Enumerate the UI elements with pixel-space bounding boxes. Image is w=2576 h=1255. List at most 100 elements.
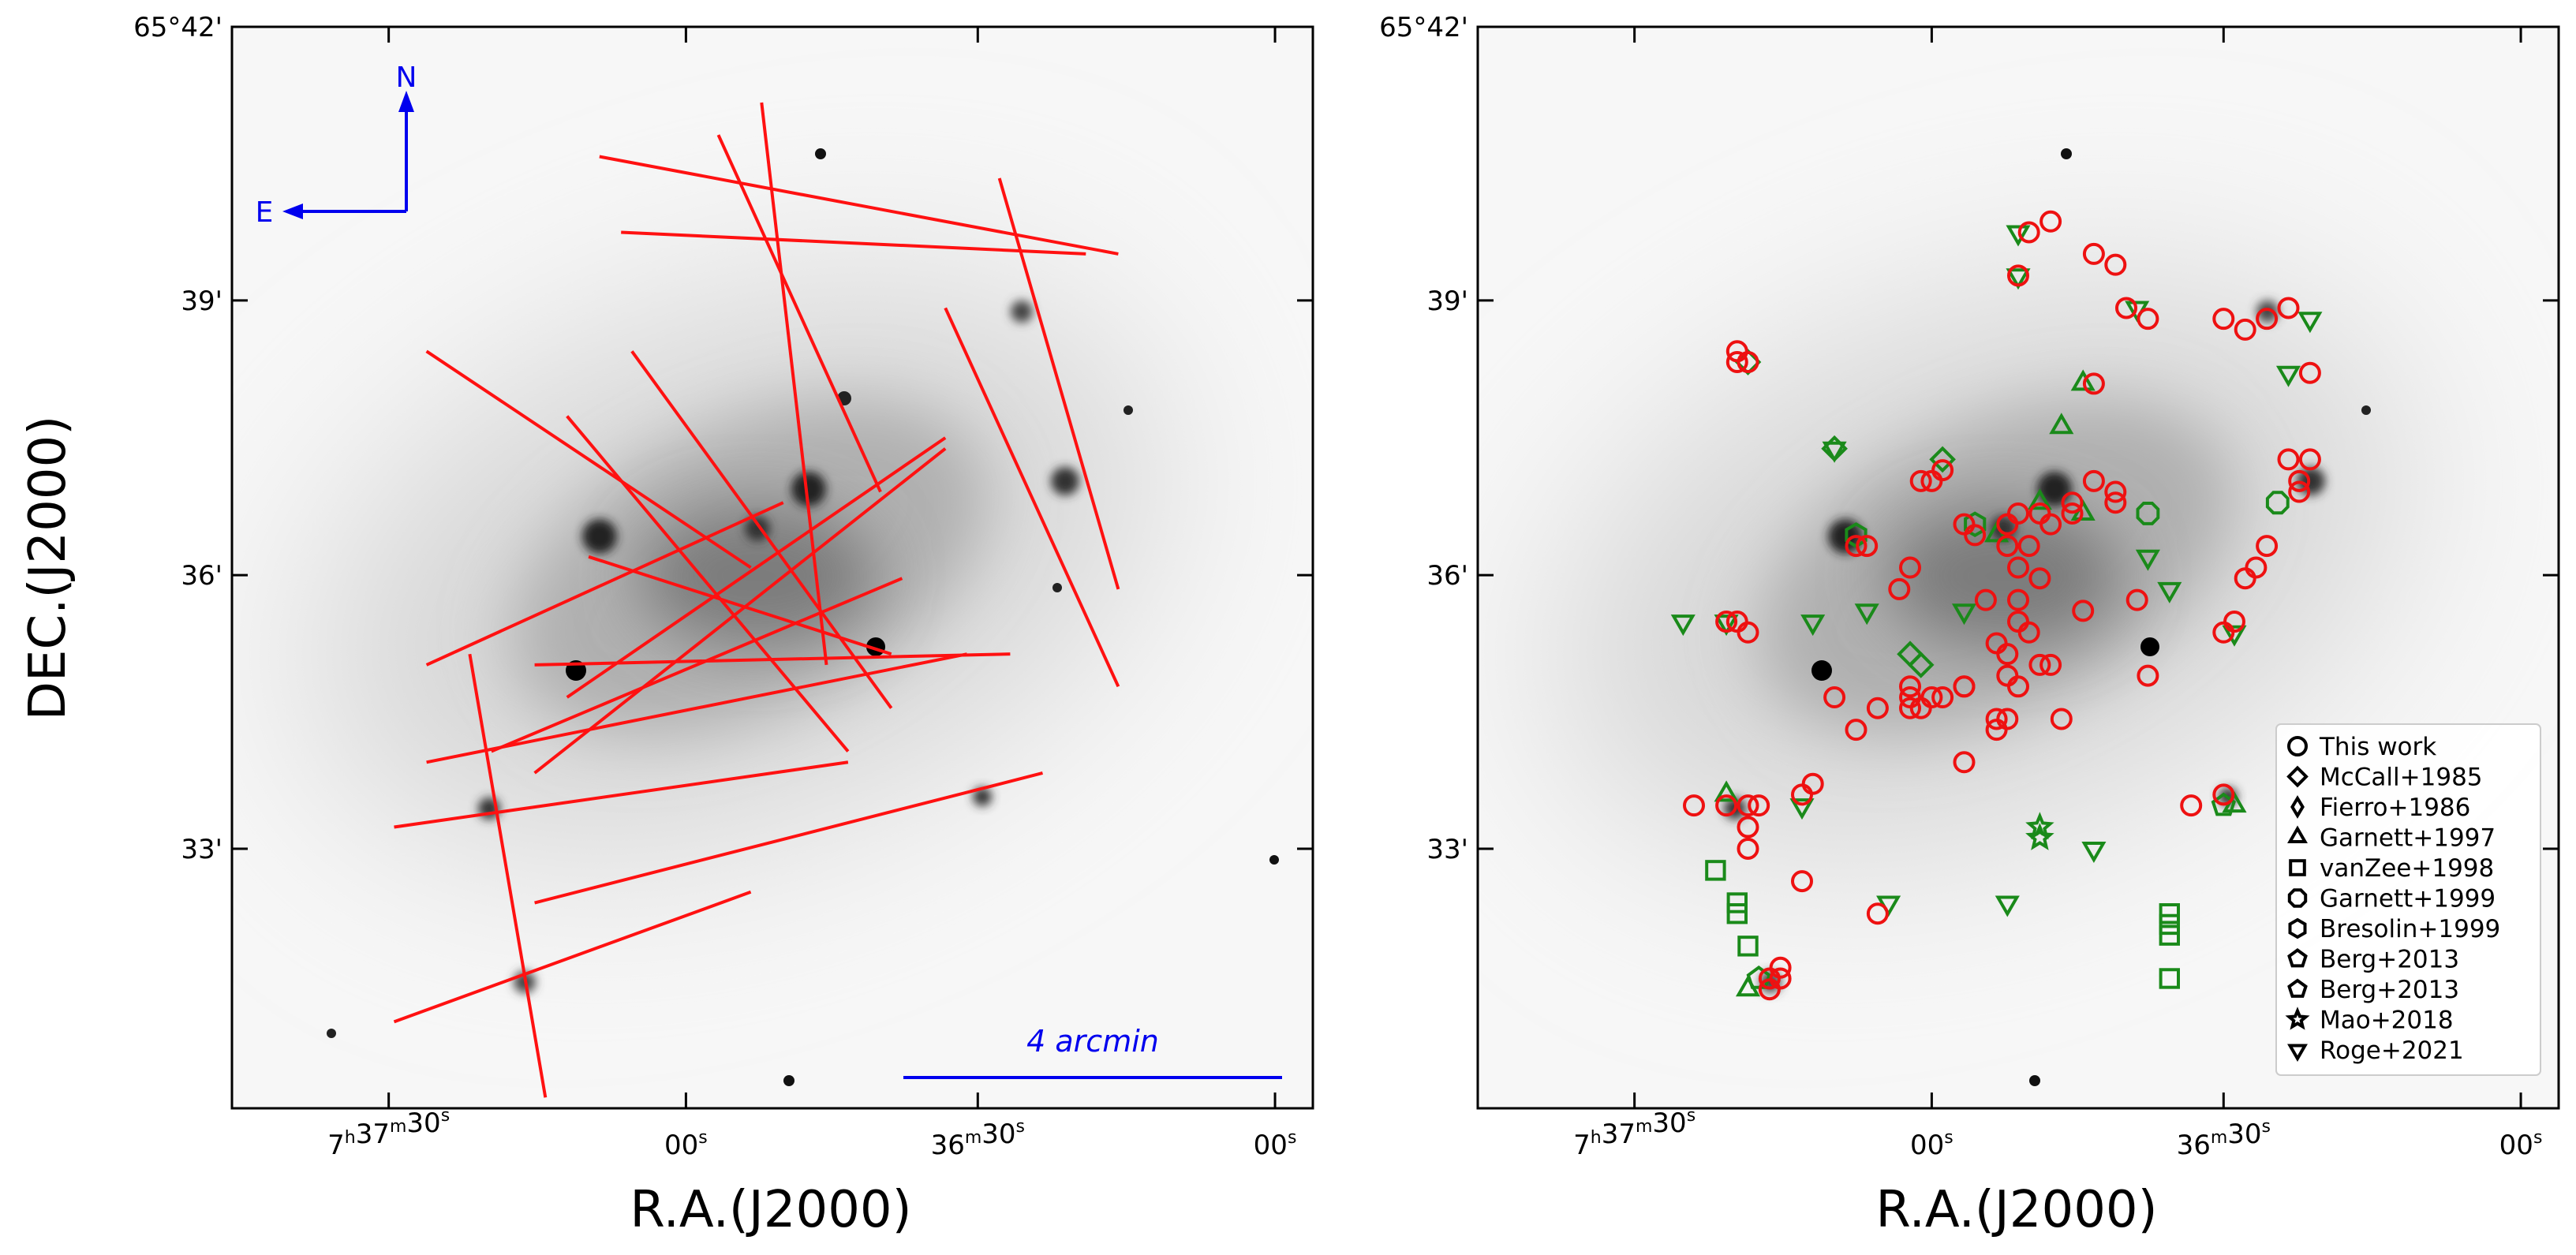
legend-label-3: Garnett+1997 [2320, 824, 2496, 853]
this-work-marker-16 [2256, 535, 2279, 558]
this-work-marker-29 [1996, 535, 2019, 558]
this-work-marker-74 [1737, 621, 1759, 644]
this-work-marker-67 [2212, 621, 2235, 644]
slit-8 [566, 415, 850, 753]
legend-label-9: Mao+2018 [2320, 1007, 2454, 1035]
this-work-marker-82 [1953, 751, 1976, 774]
legend-marker-6 [2288, 917, 2307, 939]
this-work-marker-68 [1715, 611, 1738, 633]
scale-bar-label: 4 arcmin [1026, 1024, 1159, 1059]
slit-7 [630, 350, 893, 709]
literature-marker-1 [2006, 268, 2031, 290]
this-work-marker-71 [1823, 686, 1846, 709]
literature-marker-8 [1670, 614, 1696, 637]
right-panel: This workMcCall+1985Fierro+1986Garnett+1… [1476, 25, 2560, 1110]
slit-16 [394, 760, 849, 829]
this-work-marker-40 [1888, 577, 1911, 600]
legend-marker-5 [2287, 888, 2308, 908]
literature-marker-17 [2222, 625, 2247, 647]
left-plot-frame [230, 25, 1314, 1110]
this-work-marker-85 [1791, 870, 1813, 893]
this-work-marker-20 [2104, 480, 2127, 503]
this-work-marker-21 [2104, 491, 2127, 514]
compass: N E [256, 62, 417, 229]
literature-marker-10 [1800, 614, 1826, 637]
this-work-marker-86 [1866, 902, 1889, 925]
legend-label-6: Bresolin+1999 [2320, 915, 2500, 943]
literature-marker-23 [2049, 413, 2074, 435]
legend-label-7: Berg+2013 [2320, 946, 2459, 974]
right-dec-tick-label-2: 36' [1426, 560, 1468, 592]
slit-6 [599, 155, 1119, 256]
literature-marker-39 [2265, 491, 2290, 515]
this-work-marker-0 [2039, 210, 2062, 233]
this-work-marker-66 [2234, 567, 2256, 590]
this-work-marker-91 [1725, 351, 1748, 374]
right-ra-tick-label-2: 36m30s [2177, 1117, 2271, 1161]
literature-marker-33 [1726, 903, 1748, 924]
this-work-marker-54 [1899, 675, 1921, 698]
slit-17 [393, 890, 752, 1024]
this-work-marker-37 [1856, 535, 1879, 558]
slit-15 [588, 555, 892, 656]
this-work-marker-24 [2061, 502, 2084, 525]
legend-marker-2 [2290, 795, 2305, 819]
right-ra-tick-label-0: 7h37m30s [1573, 1106, 1696, 1161]
literature-marker-38 [2159, 968, 2181, 989]
this-work-marker-12 [2277, 448, 2300, 471]
legend-label-5: Garnett+1999 [2320, 885, 2496, 913]
this-work-marker-23 [2061, 491, 2084, 514]
this-work-marker-10 [2277, 297, 2300, 319]
literature-marker-7 [2135, 549, 2160, 571]
legend-label-10: Roge+2021 [2320, 1036, 2464, 1065]
this-work-marker-38 [1845, 535, 1868, 558]
east-label: E [256, 196, 274, 229]
literature-marker-40 [2136, 502, 2160, 525]
this-work-marker-63 [2125, 588, 2148, 611]
this-work-marker-31 [2017, 535, 2040, 558]
legend-marker-3 [2287, 825, 2308, 843]
literature-marker-12 [1951, 603, 1977, 626]
left-dec-tick-label-3: 33' [181, 834, 222, 865]
left-ra-tick-label-2: 36m30s [931, 1117, 1025, 1161]
literature-marker-11 [1854, 603, 1879, 626]
this-work-marker-64 [2137, 664, 2159, 687]
north-arrowhead [398, 91, 414, 112]
left-panel: N E 4 arcmin [230, 25, 1314, 1110]
legend-label-0: This work [2319, 733, 2436, 761]
this-work-marker-11 [2298, 361, 2321, 384]
legend-label-1: McCall+1985 [2320, 764, 2483, 792]
literature-marker-32 [1726, 892, 1748, 913]
this-work-marker-2 [2007, 264, 2029, 287]
this-work-marker-30 [2007, 556, 2029, 579]
this-work-marker-13 [2298, 448, 2321, 471]
this-work-marker-60 [1953, 675, 1976, 698]
literature-marker-36 [2159, 913, 2181, 936]
this-work-marker-59 [1985, 719, 2008, 741]
left-dec-tick-label-0: 65°42' [133, 12, 222, 43]
this-work-marker-94 [1909, 697, 1932, 719]
this-work-marker-15 [2288, 480, 2311, 503]
this-work-marker-78 [1737, 816, 1759, 839]
right-x-axis-title: R.A.(J2000) [1875, 1181, 2157, 1239]
right-ra-tick-label-1: 00s [1910, 1128, 1953, 1161]
literature-marker-22 [1929, 446, 1956, 473]
this-work-marker-14 [2288, 469, 2311, 492]
this-work-marker-77 [1748, 794, 1770, 817]
scale-bar: 4 arcmin [903, 1024, 1282, 1079]
this-work-marker-7 [2212, 308, 2235, 331]
this-work-marker-22 [2082, 469, 2105, 492]
literature-marker-3 [2297, 312, 2323, 334]
literature-marker-14 [1995, 895, 2020, 917]
this-work-marker-43 [2007, 588, 2029, 611]
legend-label-2: Fierro+1986 [2320, 794, 2470, 822]
this-work-marker-3 [2082, 242, 2105, 265]
literature-marker-6 [2157, 581, 2182, 603]
this-work-marker-70 [1866, 697, 1889, 719]
slit-12 [426, 652, 967, 764]
literature-marker-31 [1705, 860, 1726, 881]
y-axis-title: DEC.(J2000) [19, 416, 77, 720]
this-work-marker-76 [1737, 794, 1759, 817]
slit-9 [533, 447, 947, 775]
